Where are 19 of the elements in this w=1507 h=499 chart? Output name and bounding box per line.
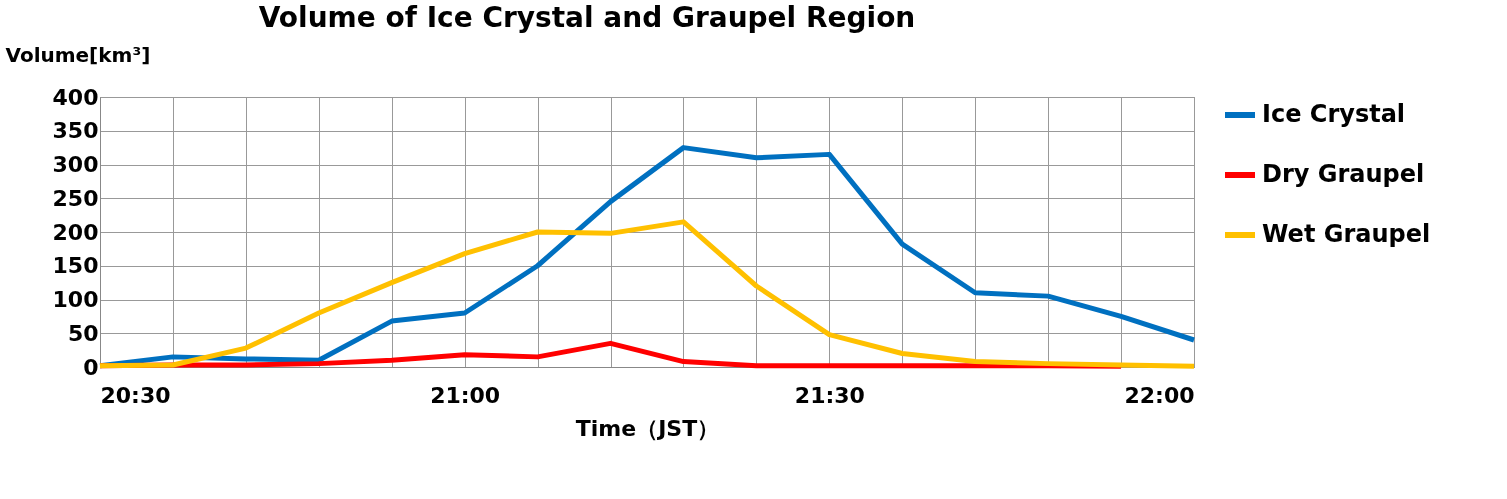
y-tick-label: 400 — [52, 84, 99, 110]
y-tick-label: 0 — [83, 354, 99, 380]
y-tick-label: 200 — [52, 219, 99, 245]
x-tick-label: 21:30 — [794, 382, 865, 408]
x-tick-label: 22:00 — [1124, 382, 1195, 408]
y-tick-label: 150 — [52, 253, 99, 279]
chart-title: Volume of Ice Crystal and Graupel Region — [258, 1, 916, 34]
legend-label: Ice Crystal — [1262, 100, 1406, 128]
y-tick-label: 300 — [52, 152, 99, 177]
y-tick-label: 250 — [52, 185, 99, 211]
legend-label: Dry Graupel — [1262, 160, 1425, 188]
y-tick-label: 50 — [67, 320, 99, 346]
x-tick-label: 20:30 — [100, 382, 171, 408]
y-axis-title: Volume[km³] — [5, 42, 151, 67]
y-tick-label: 100 — [52, 287, 99, 312]
legend-label: Wet Graupel — [1262, 220, 1431, 248]
x-axis-title: Time（JST） — [575, 415, 720, 441]
x-tick-label: 21:00 — [430, 382, 501, 408]
y-tick-label: 350 — [52, 118, 99, 144]
